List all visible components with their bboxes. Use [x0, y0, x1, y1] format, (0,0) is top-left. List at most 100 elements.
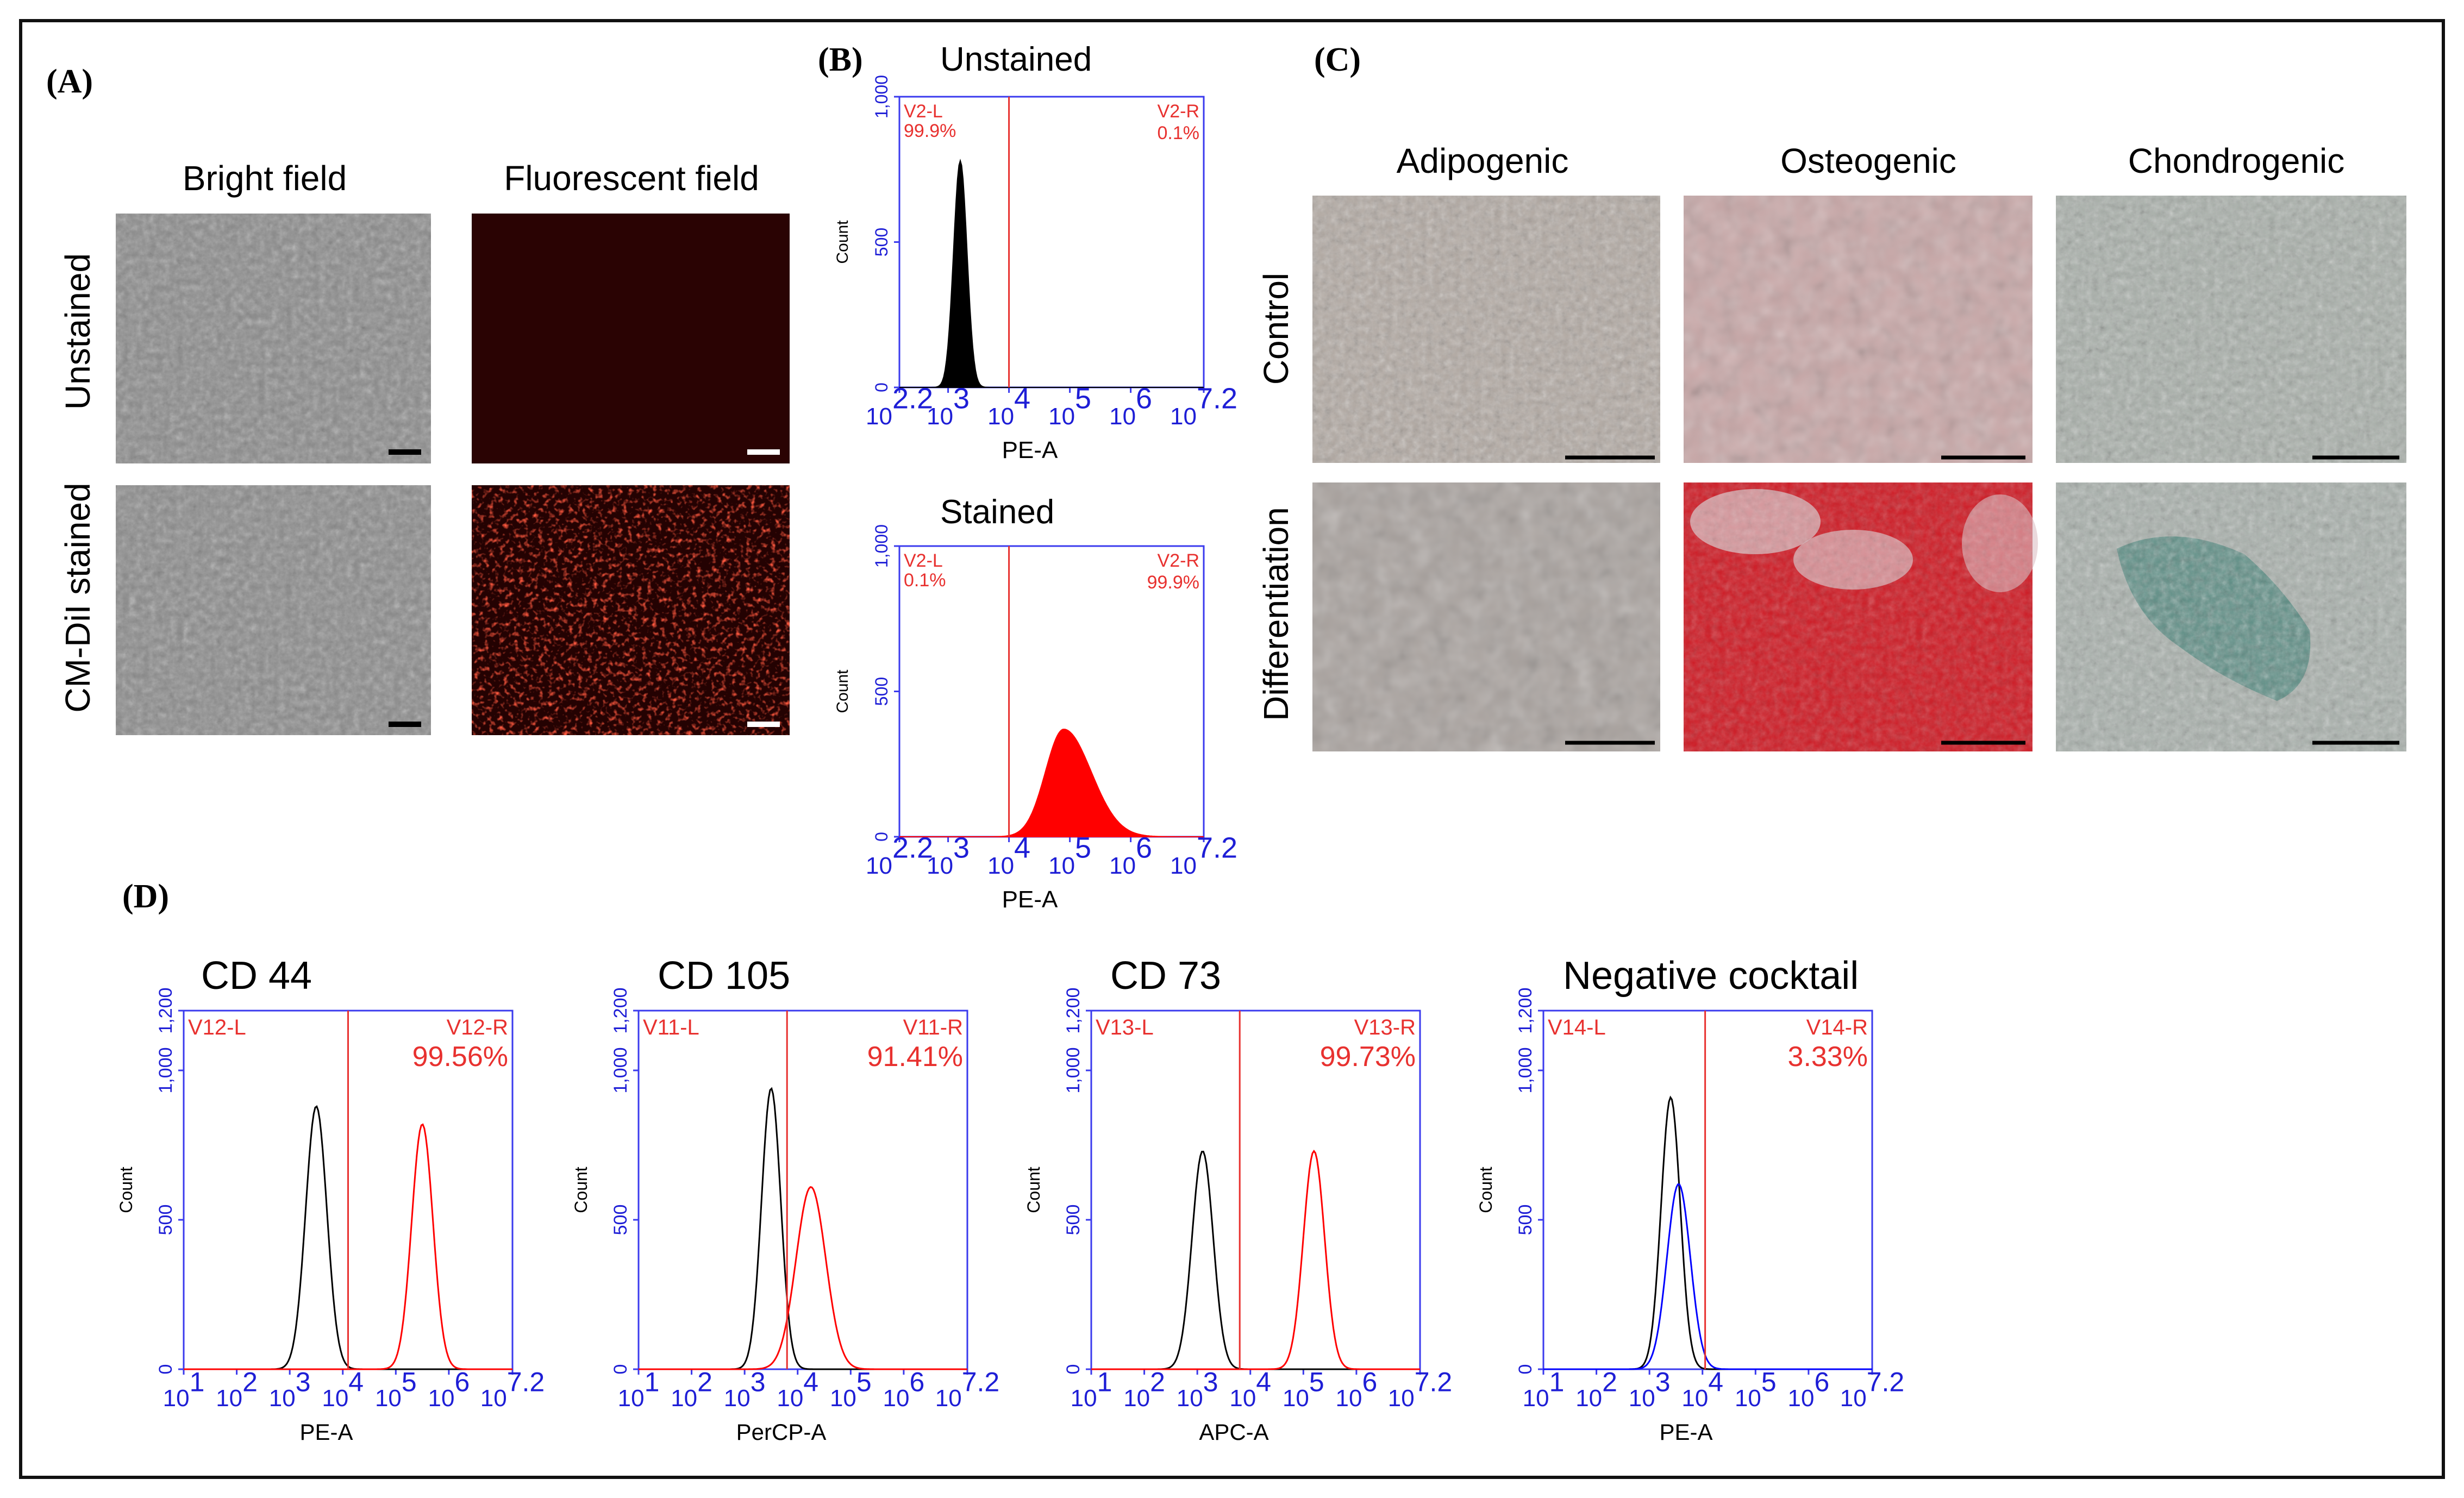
- panel-a-row-label-unstained: Unstained: [58, 253, 97, 410]
- y-tick-label: 500: [1515, 1205, 1536, 1236]
- x-tick-label: 103: [1629, 1367, 1671, 1412]
- gate-left-name: V2-L: [904, 550, 943, 571]
- histogram-negative-cocktail: Negative cocktail05001,0001,200Count1011…: [1476, 954, 1904, 1445]
- y-axis-label: Count: [834, 669, 852, 713]
- x-tick-label: 101: [1523, 1367, 1565, 1412]
- y-tick-label: 500: [872, 228, 891, 256]
- chart-title: Negative cocktail: [1563, 954, 1859, 998]
- y-axis-label: Count: [116, 1167, 136, 1213]
- histogram-unstained: Unstained05001,000Count102.2103104105106…: [834, 41, 1237, 463]
- gate-right-pct: 99.9%: [1147, 572, 1199, 593]
- y-tick-label: 0: [872, 832, 891, 842]
- chart-title: CD 105: [658, 954, 790, 998]
- micrograph-adipogenic-control: [1312, 196, 1660, 463]
- gate-left-pct: 99.9%: [904, 121, 956, 141]
- gate-right-name: V2-R: [1158, 101, 1199, 122]
- y-tick-label: 0: [610, 1364, 631, 1375]
- y-tick-label: 0: [155, 1364, 176, 1375]
- gate-left-name: V12-L: [188, 1016, 246, 1039]
- gate-right-pct: 99.56%: [412, 1041, 508, 1073]
- y-tick-label: 1,000: [610, 1047, 631, 1093]
- x-tick-label: 107.2: [1840, 1367, 1904, 1412]
- gate-right-name: V11-R: [903, 1016, 963, 1039]
- x-axis-label: PE-A: [1002, 886, 1058, 913]
- x-tick-label: 104: [322, 1367, 364, 1412]
- y-tick-label: 500: [872, 677, 891, 706]
- y-tick-label: 1,200: [1063, 987, 1084, 1033]
- histogram-series: [899, 159, 1204, 388]
- gate-right-pct: 99.73%: [1320, 1041, 1416, 1073]
- histogram-cd73: CD 73 0 500 1,000 1,200 Count 101 102 103 104 105 1…: [1024, 954, 1452, 1445]
- gate-left-name: V11-L: [643, 1016, 699, 1039]
- y-tick-label: 0: [872, 383, 891, 392]
- x-tick-label: 102: [1123, 1367, 1165, 1412]
- gate-left-name: V14-L: [1548, 1016, 1606, 1039]
- gate-left-name: V13-L: [1096, 1016, 1154, 1039]
- x-axis-label: PerCP-A: [736, 1419, 827, 1445]
- micrograph-adipogenic-differentiation: [1312, 482, 1660, 751]
- gate-right-name: V13-R: [1354, 1016, 1416, 1039]
- histogram-stained: Stained05001,000Count102.210310410510610…: [834, 493, 1237, 913]
- panel-c-col-header-adipogenic: Adipogenic: [1397, 141, 1569, 180]
- gate-right-name: V2-R: [1158, 550, 1199, 571]
- x-tick-label: 104: [777, 1367, 818, 1412]
- plot-frame: [637, 1010, 968, 1370]
- gate-right-name: V14-R: [1806, 1016, 1868, 1039]
- x-tick-label: 105: [1283, 1367, 1324, 1412]
- histogram-series: [1543, 1183, 1872, 1370]
- x-tick-label: 107.2: [1170, 831, 1237, 879]
- micrograph-osteogenic-differentiation: [1684, 482, 2038, 751]
- x-tick-label: 103: [1177, 1367, 1218, 1412]
- x-tick-label: 106: [1788, 1367, 1830, 1412]
- gate-right-name: V12-R: [447, 1016, 508, 1039]
- histogram-series: [639, 1186, 967, 1370]
- x-tick-label: 106: [883, 1367, 925, 1412]
- x-axis-label: APC-A: [1199, 1419, 1268, 1445]
- micrograph-fluorescent-unstained: [472, 214, 790, 463]
- x-tick-label: 107.2: [935, 1367, 999, 1412]
- x-tick-label: 107.2: [480, 1367, 545, 1412]
- micrograph-osteogenic-control: [1684, 196, 2033, 463]
- panel-label-b: (B): [818, 41, 863, 78]
- y-tick-label: 0: [1515, 1364, 1536, 1375]
- x-tick-label: 102: [671, 1367, 712, 1412]
- panel-a-col-header-fluorescent: Fluorescent field: [504, 159, 759, 198]
- chart-title: Stained: [940, 493, 1054, 531]
- y-tick-label: 1,000: [872, 75, 891, 118]
- gate-right-pct: 3.33%: [1788, 1041, 1868, 1073]
- y-axis-label: Count: [571, 1167, 591, 1213]
- x-tick-label: 106: [1109, 382, 1152, 430]
- x-tick-label: 102: [1575, 1367, 1617, 1412]
- x-tick-label: 106: [428, 1367, 470, 1412]
- histogram-series: [1091, 1149, 1420, 1370]
- x-tick-label: 103: [269, 1367, 311, 1412]
- y-tick-label: 1,200: [610, 987, 631, 1033]
- y-tick-label: 1,000: [872, 524, 891, 568]
- x-tick-label: 103: [724, 1367, 766, 1412]
- y-tick-label: 500: [610, 1205, 631, 1236]
- chart-title: CD 44: [201, 954, 312, 998]
- x-tick-label: 101: [618, 1367, 660, 1412]
- panel-c-col-header-chondrogenic: Chondrogenic: [2128, 141, 2345, 180]
- x-tick-label: 104: [1229, 1367, 1271, 1412]
- x-tick-label: 101: [1071, 1367, 1112, 1412]
- histogram-cd44: CD 44 0 500 1,000 1,200 Count 101 102 103 104 105 1…: [116, 954, 545, 1445]
- panel-c-row-label-differentiation: Differentiation: [1256, 507, 1296, 721]
- micrograph-bright-stained: [116, 485, 431, 735]
- histogram-cd105: CD 105 0 500 1,000 1,200 Count 101 102 103 104 105…: [571, 954, 999, 1445]
- x-tick-label: 101: [163, 1367, 205, 1412]
- x-axis-label: PE-A: [299, 1419, 353, 1445]
- x-tick-label: 102.2: [866, 382, 933, 430]
- x-axis-label: PE-A: [1002, 437, 1058, 463]
- gate-right-pct: 0.1%: [1158, 123, 1200, 143]
- x-tick-label: 106: [1336, 1367, 1378, 1412]
- panel-label-c: (C): [1314, 41, 1361, 78]
- micrograph-chondrogenic-differentiation: [2056, 482, 2406, 751]
- x-tick-label: 104: [1681, 1367, 1723, 1412]
- x-tick-label: 102: [216, 1367, 258, 1412]
- panel-label-a: (A): [46, 63, 93, 100]
- y-tick-label: 500: [155, 1205, 176, 1236]
- x-tick-label: 107.2: [1388, 1367, 1452, 1412]
- panel-c-col-header-osteogenic: Osteogenic: [1780, 141, 1956, 180]
- chart-title: Unstained: [940, 41, 1092, 78]
